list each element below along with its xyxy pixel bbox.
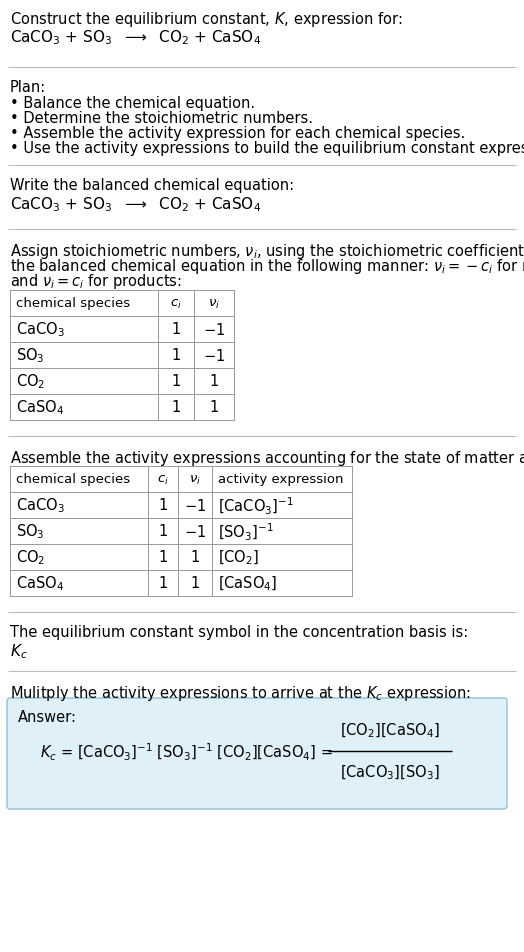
Text: CaCO$_3$: CaCO$_3$ — [16, 496, 64, 515]
Text: chemical species: chemical species — [16, 297, 130, 310]
Text: • Determine the stoichiometric numbers.: • Determine the stoichiometric numbers. — [10, 110, 313, 126]
Text: Answer:: Answer: — [18, 709, 77, 724]
Text: $-1$: $-1$ — [184, 498, 206, 513]
Text: 1: 1 — [158, 524, 168, 539]
Text: 1: 1 — [190, 550, 200, 565]
Text: [CaCO$_3$][SO$_3$]: [CaCO$_3$][SO$_3$] — [340, 764, 440, 782]
Text: • Use the activity expressions to build the equilibrium constant expression.: • Use the activity expressions to build … — [10, 141, 524, 156]
Text: chemical species: chemical species — [16, 473, 130, 486]
Text: 1: 1 — [158, 498, 168, 513]
Text: 1: 1 — [210, 374, 219, 389]
Text: [CaCO$_3$]$^{-1}$: [CaCO$_3$]$^{-1}$ — [218, 495, 293, 516]
Text: [CO$_2$]: [CO$_2$] — [218, 548, 259, 566]
Text: • Balance the chemical equation.: • Balance the chemical equation. — [10, 96, 255, 110]
Text: $K_c$ = [CaCO$_3$]$^{-1}$ [SO$_3$]$^{-1}$ [CO$_2$][CaSO$_4$] =: $K_c$ = [CaCO$_3$]$^{-1}$ [SO$_3$]$^{-1}… — [40, 741, 333, 762]
Text: [CO$_2$][CaSO$_4$]: [CO$_2$][CaSO$_4$] — [340, 721, 440, 739]
Text: Construct the equilibrium constant, $K$, expression for:: Construct the equilibrium constant, $K$,… — [10, 10, 402, 29]
Text: CaCO$_3$: CaCO$_3$ — [16, 320, 64, 339]
Text: activity expression: activity expression — [218, 473, 344, 486]
Text: 1: 1 — [171, 322, 181, 337]
Text: Assemble the activity expressions accounting for the state of matter and $\nu_i$: Assemble the activity expressions accoun… — [10, 448, 524, 467]
Text: CaSO$_4$: CaSO$_4$ — [16, 574, 64, 593]
Text: $-1$: $-1$ — [203, 347, 225, 364]
Text: 1: 1 — [190, 576, 200, 591]
Text: 1: 1 — [171, 348, 181, 363]
Text: Assign stoichiometric numbers, $\nu_i$, using the stoichiometric coefficients, $: Assign stoichiometric numbers, $\nu_i$, … — [10, 242, 524, 261]
Text: the balanced chemical equation in the following manner: $\nu_i = -c_i$ for react: the balanced chemical equation in the fo… — [10, 257, 524, 276]
Text: $K_c$: $K_c$ — [10, 642, 28, 660]
Text: CO$_2$: CO$_2$ — [16, 548, 45, 566]
Text: The equilibrium constant symbol in the concentration basis is:: The equilibrium constant symbol in the c… — [10, 625, 468, 640]
Text: CaSO$_4$: CaSO$_4$ — [16, 398, 64, 417]
Text: 1: 1 — [210, 400, 219, 415]
Text: 1: 1 — [158, 576, 168, 591]
Text: SO$_3$: SO$_3$ — [16, 347, 45, 365]
Text: [CaSO$_4$]: [CaSO$_4$] — [218, 574, 277, 592]
Text: SO$_3$: SO$_3$ — [16, 522, 45, 541]
Text: $-1$: $-1$ — [203, 322, 225, 338]
Text: $\nu_i$: $\nu_i$ — [208, 297, 220, 310]
Text: $c_i$: $c_i$ — [157, 473, 169, 486]
Text: 1: 1 — [171, 400, 181, 415]
Text: • Assemble the activity expression for each chemical species.: • Assemble the activity expression for e… — [10, 126, 465, 141]
Text: Mulitply the activity expressions to arrive at the $K_c$ expression:: Mulitply the activity expressions to arr… — [10, 684, 471, 703]
Text: Write the balanced chemical equation:: Write the balanced chemical equation: — [10, 178, 294, 193]
Text: CO$_2$: CO$_2$ — [16, 372, 45, 391]
Text: CaCO$_3$ + SO$_3$  $\longrightarrow$  CO$_2$ + CaSO$_4$: CaCO$_3$ + SO$_3$ $\longrightarrow$ CO$_… — [10, 195, 261, 213]
Text: 1: 1 — [171, 374, 181, 389]
Text: 1: 1 — [158, 550, 168, 565]
Text: Plan:: Plan: — [10, 80, 46, 95]
FancyBboxPatch shape — [7, 698, 507, 809]
Text: $\nu_i$: $\nu_i$ — [189, 473, 201, 486]
Text: CaCO$_3$ + SO$_3$  $\longrightarrow$  CO$_2$ + CaSO$_4$: CaCO$_3$ + SO$_3$ $\longrightarrow$ CO$_… — [10, 28, 261, 47]
Text: [SO$_3$]$^{-1}$: [SO$_3$]$^{-1}$ — [218, 521, 274, 542]
Text: $c_i$: $c_i$ — [170, 297, 182, 310]
Text: $-1$: $-1$ — [184, 524, 206, 540]
Text: and $\nu_i = c_i$ for products:: and $\nu_i = c_i$ for products: — [10, 271, 182, 290]
